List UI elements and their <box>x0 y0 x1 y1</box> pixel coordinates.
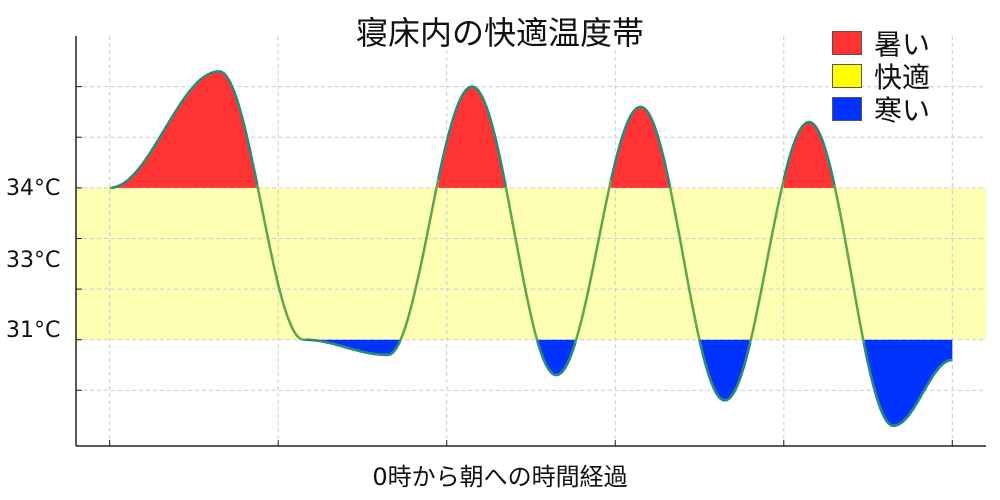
x-axis-label: 0時から朝への時間経過 <box>372 463 628 491</box>
excursion-outline-4 <box>609 105 672 188</box>
legend-swatch-cold <box>832 96 862 121</box>
y-tick-label-34: 34°C <box>6 176 61 201</box>
legend-label-comfort: 快適 <box>874 60 931 94</box>
excursion-outline-5 <box>698 339 752 402</box>
chart-title: 寝床内の快適温度帯 <box>355 14 644 52</box>
excursion-outline-1 <box>305 338 402 357</box>
hot-region-1 <box>438 86 506 188</box>
title-background <box>312 6 668 50</box>
cold-region-0 <box>305 339 401 355</box>
excursion-outline-3 <box>536 340 577 377</box>
legend-item-cold: 寒い <box>832 92 930 127</box>
legend-swatch-comfort <box>832 63 862 88</box>
legend: 暑い 快適 寒い <box>832 26 930 127</box>
hot-region-0 <box>112 71 258 188</box>
cold-region-3 <box>863 339 953 426</box>
y-tick-label-31: 31°C <box>6 318 61 343</box>
legend-item-hot: 暑い <box>832 26 930 61</box>
legend-label-cold: 寒い <box>874 93 931 127</box>
y-tick-label-33: 33°C <box>6 248 61 273</box>
excursion-outline-2 <box>437 85 507 187</box>
excursion-outline-7 <box>862 342 953 428</box>
excursion-outline-6 <box>782 120 836 185</box>
legend-label-hot: 暑い <box>874 27 931 61</box>
legend-swatch-hot <box>832 30 862 55</box>
legend-item-comfort: 快適 <box>832 59 930 94</box>
excursion-outline-0 <box>112 70 259 189</box>
